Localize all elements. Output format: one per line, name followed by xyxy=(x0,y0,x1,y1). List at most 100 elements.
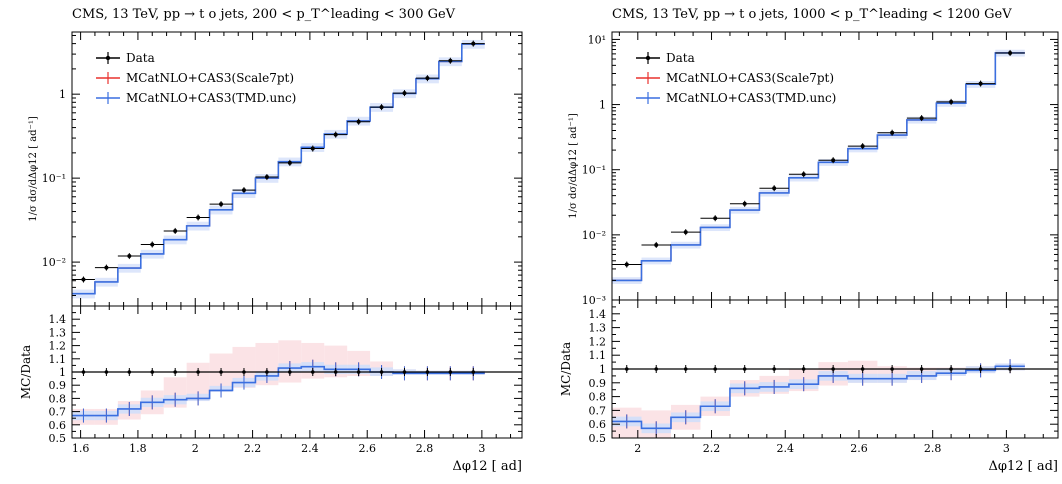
ratio-data-point xyxy=(402,370,407,374)
chart-2: CMS, 13 TeV, pp → t o jets, 1000 < p_T^l… xyxy=(559,7,1059,474)
x-tick-label: 2.2 xyxy=(244,442,262,455)
y-axis-label: 1/σ dσ/dΔφ12 [ ad⁻¹] xyxy=(28,116,39,222)
ratio-data-point xyxy=(624,367,629,371)
chart-title: CMS, 13 TeV, pp → t o jets, 200 < p_T^le… xyxy=(72,7,456,22)
ratio-y-tick-label: 0.6 xyxy=(49,419,67,432)
y-tick-label: 10⁻² xyxy=(582,229,606,242)
data-point xyxy=(890,130,895,135)
legend-tmd-unc-label: MCatNLO+CAS3(TMD.unc) xyxy=(666,91,836,105)
ratio-y-tick-label: 1.2 xyxy=(49,340,67,353)
data-point xyxy=(81,277,86,282)
data-point xyxy=(742,201,747,206)
ratio-data-point xyxy=(333,370,338,374)
x-tick-label: 2 xyxy=(634,442,641,455)
ratio-data-point xyxy=(196,370,200,374)
ratio-data-point xyxy=(288,370,292,374)
x-axis-label: Δφ12 [ ad] xyxy=(452,459,522,474)
data-point xyxy=(196,215,201,220)
y-tick-label: 10⁻¹ xyxy=(582,164,606,177)
ratio-data-point xyxy=(919,367,924,371)
data-point xyxy=(127,254,132,259)
data-point xyxy=(173,228,178,233)
legend-data-marker xyxy=(105,55,111,61)
ratio-y-tick-label: 0.7 xyxy=(49,406,67,419)
legend-scale7pt-label: MCatNLO+CAS3(Scale7pt) xyxy=(666,71,834,85)
y-tick-label: 10⁻³ xyxy=(582,294,606,307)
ratio-data-point xyxy=(242,370,246,374)
data-point xyxy=(310,146,315,151)
data-point xyxy=(624,262,629,267)
ratio-data-point xyxy=(150,370,155,374)
ratio-y-tick-label: 0.6 xyxy=(589,418,607,431)
ratio-y-tick-label: 0.5 xyxy=(49,432,67,445)
data-point xyxy=(448,58,453,63)
x-tick-label: 2.6 xyxy=(850,442,868,455)
y-axis-label: 1/σ dσ/dΔφ12 [ ad⁻¹] xyxy=(568,113,579,219)
data-point xyxy=(713,216,718,221)
ratio-y-axis-label: MC/Data xyxy=(19,345,33,399)
data-point xyxy=(241,188,246,193)
ratio-data-point xyxy=(425,370,430,374)
ratio-data-point xyxy=(654,367,659,371)
ratio-y-tick-label: 1 xyxy=(59,366,66,379)
ratio-data-point xyxy=(356,370,361,374)
data-point xyxy=(402,91,407,96)
ratio-data-point xyxy=(890,367,894,371)
ratio-data-point xyxy=(173,370,177,374)
x-tick-label: 2.4 xyxy=(776,442,794,455)
x-axis-label: Δφ12 [ ad] xyxy=(988,459,1058,474)
ratio-data-point xyxy=(772,367,776,371)
data-point xyxy=(978,81,983,86)
ratio-y-tick-label: 1.2 xyxy=(589,335,607,348)
ratio-y-tick-label: 0.5 xyxy=(589,432,607,445)
data-point xyxy=(772,186,777,191)
data-point xyxy=(831,158,836,163)
y-tick-label: 1 xyxy=(59,88,66,101)
data-point xyxy=(919,116,924,121)
legend-data-label: Data xyxy=(126,51,155,65)
legend-tmd-unc-label: MCatNLO+CAS3(TMD.unc) xyxy=(126,91,296,105)
legend-scale7pt-label: MCatNLO+CAS3(Scale7pt) xyxy=(126,71,294,85)
ratio-y-tick-label: 1.4 xyxy=(49,313,67,326)
data-point xyxy=(949,99,954,104)
ratio-y-tick-label: 0.9 xyxy=(49,379,67,392)
ratio-y-axis-label: MC/Data xyxy=(559,342,573,396)
ratio-y-tick-label: 1.1 xyxy=(49,353,67,366)
ratio-line-tmd-unc xyxy=(612,365,1025,430)
data-point xyxy=(333,132,338,137)
y-tick-label: 1 xyxy=(599,99,606,112)
y-tick-label: 10⁻² xyxy=(42,256,66,269)
ratio-data-point xyxy=(1008,367,1012,371)
data-point xyxy=(860,144,865,149)
y-tick-label: 10¹ xyxy=(588,33,606,46)
ratio-data-point xyxy=(978,367,983,371)
x-tick-label: 2.6 xyxy=(358,442,376,455)
data-point xyxy=(356,119,361,124)
ratio-data-point xyxy=(949,367,953,371)
chart-title: CMS, 13 TeV, pp → t o jets, 1000 < p_T^l… xyxy=(612,7,1012,22)
data-point xyxy=(104,265,109,270)
x-tick-label: 2 xyxy=(192,442,199,455)
data-point xyxy=(801,172,806,177)
data-point xyxy=(471,41,476,46)
x-tick-label: 2.8 xyxy=(924,442,942,455)
legend-data-label: Data xyxy=(666,51,695,65)
data-point xyxy=(654,242,659,247)
y-tick-label: 10⁻¹ xyxy=(42,172,66,185)
x-tick-label: 3 xyxy=(478,442,485,455)
data-point xyxy=(287,160,292,165)
series-line-tmd-unc xyxy=(72,43,485,295)
ratio-y-tick-label: 1 xyxy=(599,363,606,376)
ratio-y-tick-label: 0.7 xyxy=(589,404,607,417)
ratio-data-point xyxy=(219,370,223,374)
ratio-data-point xyxy=(81,370,86,374)
legend-data-marker xyxy=(645,55,651,61)
ratio-y-tick-label: 1.3 xyxy=(589,322,607,335)
ratio-data-point xyxy=(860,367,865,371)
ratio-data-point xyxy=(379,370,384,374)
ratio-band-bin xyxy=(232,346,256,388)
data-point xyxy=(1008,50,1013,55)
data-point xyxy=(683,230,688,235)
x-tick-label: 2.8 xyxy=(416,442,434,455)
